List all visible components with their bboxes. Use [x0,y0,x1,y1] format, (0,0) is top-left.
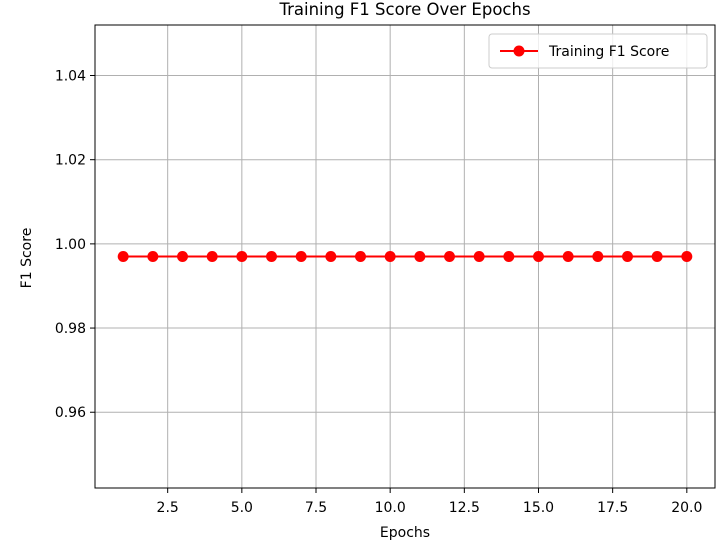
y-tick-label: 0.98 [55,321,86,337]
data-point [473,251,485,262]
data-point [562,251,574,262]
data-point [117,251,129,262]
chart-title: Training F1 Score Over Epochs [278,0,530,19]
x-tick-label: 2.5 [157,500,179,516]
x-axis-label: Epochs [380,525,430,541]
data-point [236,251,248,262]
x-tick-label: 20.0 [671,500,702,516]
data-point [295,251,307,262]
data-point [355,251,367,262]
data-point [206,251,218,262]
y-tick-label: 0.96 [55,405,86,421]
x-tick-label: 7.5 [305,500,327,516]
series-layer [117,251,693,262]
data-point [651,251,663,262]
y-tick-label: 1.04 [55,69,86,85]
data-point [177,251,189,262]
legend: Training F1 Score [488,33,708,69]
y-tick-label: 1.02 [55,153,86,169]
data-point [443,251,455,262]
data-point [266,251,278,262]
y-axis: 0.96 0.98 1.00 1.02 1.04 [55,69,95,421]
x-tick-label: 17.5 [597,500,628,516]
x-tick-label: 15.0 [523,500,554,516]
data-point [384,251,396,262]
plot-frame [94,24,716,489]
y-axis-label: F1 Score [19,228,35,289]
x-tick-label: 10.0 [375,500,406,516]
y-tick-label: 1.00 [55,237,86,253]
x-tick-label: 5.0 [231,500,253,516]
legend-box [488,33,708,69]
x-tick-label: 12.5 [449,500,480,516]
data-point [681,251,693,262]
legend-marker-swatch [513,45,525,57]
data-point [325,251,337,262]
data-point [621,251,633,262]
data-point [592,251,604,262]
data-point [414,251,426,262]
data-point [147,251,159,262]
legend-label: Training F1 Score [548,44,669,60]
data-point [532,251,544,262]
data-point [503,251,515,262]
x-axis: 2.5 5.0 7.5 10.0 12.5 15.0 17.5 20.0 [157,488,702,516]
